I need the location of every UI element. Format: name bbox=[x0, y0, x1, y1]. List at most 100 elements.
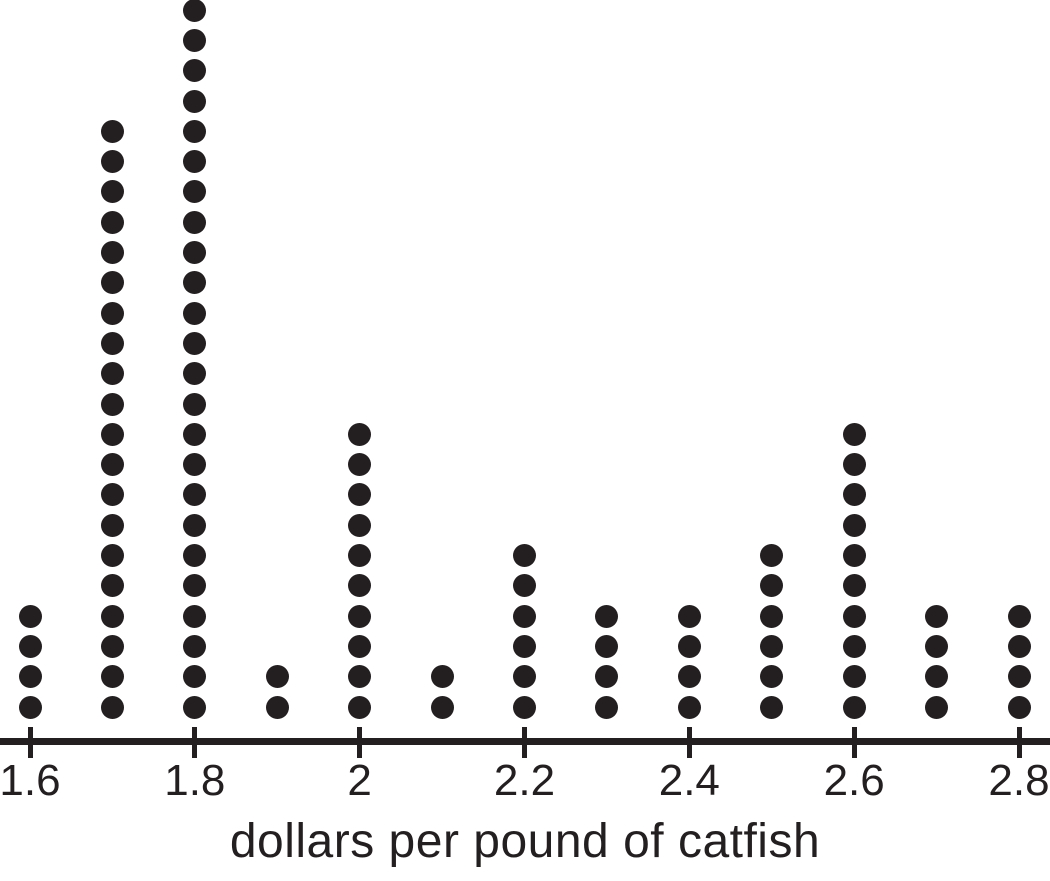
dot bbox=[842, 604, 866, 628]
dot bbox=[183, 271, 207, 295]
x-axis-label: dollars per pound of catfish bbox=[229, 815, 821, 868]
dot bbox=[513, 665, 536, 689]
dot bbox=[100, 392, 124, 416]
dot bbox=[677, 634, 701, 658]
x-axis-tick bbox=[522, 727, 527, 758]
dot bbox=[183, 89, 207, 113]
dot bbox=[100, 210, 124, 234]
dot bbox=[760, 634, 784, 658]
dot bbox=[677, 665, 701, 689]
dot bbox=[100, 119, 124, 143]
dot bbox=[1007, 604, 1031, 628]
dot bbox=[348, 665, 372, 689]
x-axis-tick bbox=[192, 727, 198, 758]
dot bbox=[925, 634, 949, 658]
dot bbox=[760, 544, 784, 567]
dot bbox=[183, 28, 207, 52]
dot bbox=[348, 544, 372, 567]
dot bbox=[100, 331, 124, 355]
dot bbox=[760, 695, 784, 719]
x-axis-tick bbox=[357, 727, 363, 758]
x-tick-label: 1.8 bbox=[164, 756, 226, 805]
dot bbox=[183, 301, 207, 325]
dot bbox=[760, 574, 784, 598]
dot bbox=[760, 604, 784, 628]
dot bbox=[100, 544, 124, 567]
dot bbox=[925, 604, 949, 628]
dot bbox=[183, 574, 207, 598]
x-tick-label: 1.6 bbox=[0, 756, 61, 805]
dot bbox=[842, 574, 866, 598]
dot bbox=[100, 695, 124, 719]
dot bbox=[183, 331, 207, 355]
dot bbox=[430, 695, 454, 719]
dot bbox=[183, 604, 207, 628]
dot bbox=[430, 665, 454, 689]
dot bbox=[513, 604, 536, 628]
dot bbox=[348, 453, 372, 477]
dot bbox=[183, 513, 207, 537]
dot bbox=[183, 422, 207, 446]
dot bbox=[183, 392, 207, 416]
dot bbox=[183, 119, 207, 143]
dot bbox=[842, 695, 866, 719]
dot bbox=[842, 422, 866, 446]
dot bbox=[183, 210, 207, 234]
dot bbox=[100, 150, 124, 174]
dot bbox=[348, 483, 372, 507]
x-axis-tick bbox=[851, 727, 857, 758]
dot bbox=[1007, 665, 1031, 689]
dot bbox=[100, 483, 124, 507]
dot bbox=[183, 544, 207, 567]
dot bbox=[925, 665, 949, 689]
dot bbox=[595, 665, 619, 689]
dot bbox=[760, 665, 784, 689]
dot bbox=[18, 695, 42, 719]
x-tick-label: 2 bbox=[347, 756, 372, 805]
dot bbox=[513, 574, 536, 598]
x-axis-tick bbox=[686, 727, 692, 758]
dot bbox=[100, 301, 124, 325]
dot bbox=[348, 574, 372, 598]
x-axis-tick bbox=[1016, 727, 1022, 758]
dot bbox=[100, 513, 124, 537]
dot bbox=[842, 544, 866, 567]
dot bbox=[513, 544, 536, 567]
dot bbox=[100, 362, 124, 386]
dot bbox=[348, 422, 372, 446]
dot bbox=[677, 604, 701, 628]
dot bbox=[595, 604, 619, 628]
dot bbox=[100, 241, 124, 264]
dot bbox=[842, 453, 866, 477]
dot bbox=[842, 665, 866, 689]
dot bbox=[18, 634, 42, 658]
dot bbox=[348, 634, 372, 658]
x-tick-label: 2.6 bbox=[823, 756, 885, 805]
dot bbox=[183, 150, 207, 174]
dot bbox=[348, 695, 372, 719]
dot bbox=[183, 453, 207, 477]
x-tick-label: 2.8 bbox=[988, 756, 1050, 805]
dot bbox=[100, 422, 124, 446]
dot bbox=[595, 634, 619, 658]
dot bbox=[925, 695, 949, 719]
dot bbox=[183, 695, 207, 719]
dot bbox=[100, 665, 124, 689]
dot bbox=[265, 695, 289, 719]
x-tick-label: 2.2 bbox=[493, 756, 556, 805]
dot bbox=[100, 453, 124, 477]
dot bbox=[677, 695, 701, 719]
x-tick-label: 2.4 bbox=[658, 756, 720, 805]
dot bbox=[183, 59, 207, 83]
dot bbox=[513, 695, 536, 719]
dot bbox=[183, 634, 207, 658]
dot bbox=[348, 604, 372, 628]
dot bbox=[100, 604, 124, 628]
dot bbox=[513, 634, 536, 658]
dot bbox=[842, 483, 866, 507]
dot bbox=[1007, 634, 1031, 658]
dot bbox=[842, 634, 866, 658]
dot bbox=[183, 0, 207, 22]
dot bbox=[18, 665, 42, 689]
